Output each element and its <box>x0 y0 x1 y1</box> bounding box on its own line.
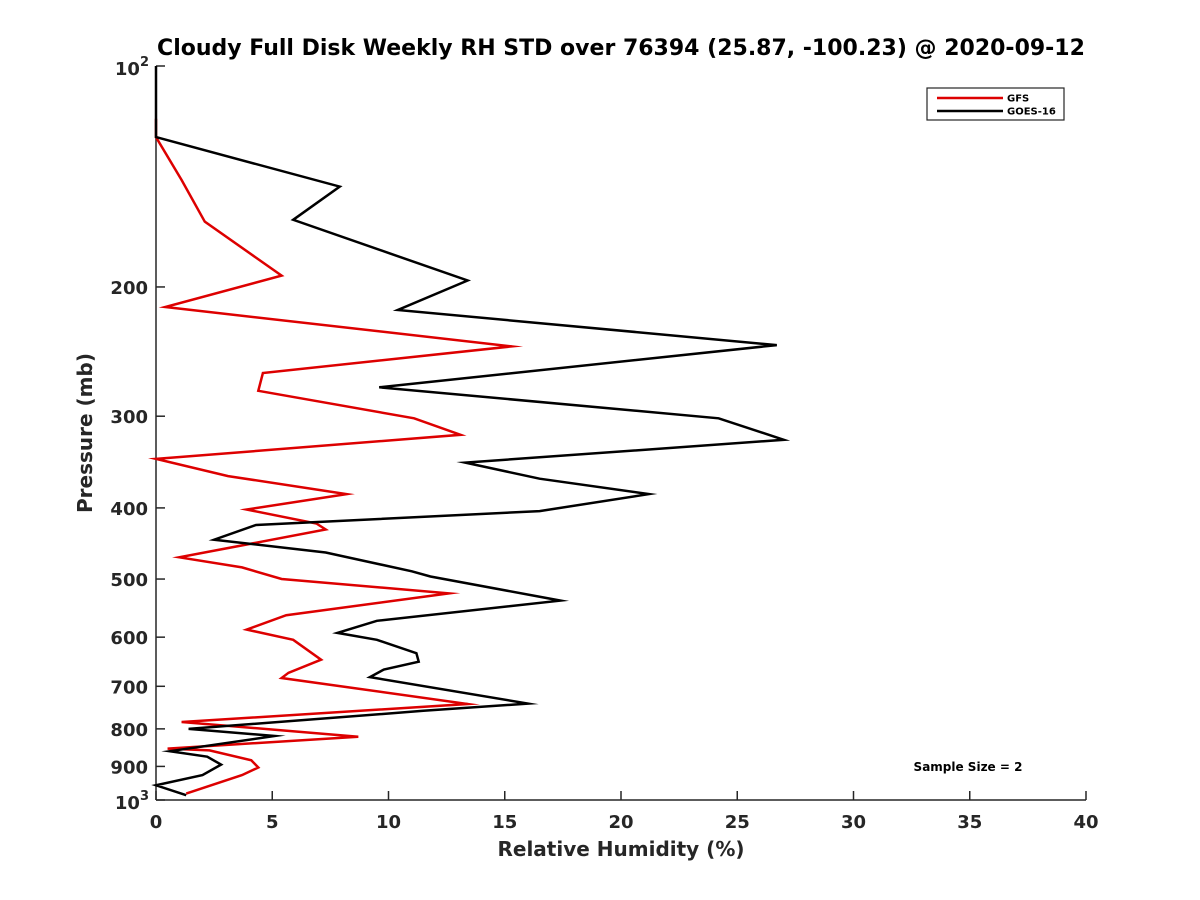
legend-label-goes16: GOES-16 <box>1007 107 1056 118</box>
y-tick-label-700: 700 <box>110 677 148 698</box>
sample-size-annotation: Sample Size = 2 <box>914 760 1023 774</box>
y-tick-label-1000: 103 <box>115 789 149 814</box>
y-tick-label-300: 300 <box>110 407 148 428</box>
series-group <box>148 66 791 797</box>
y-tick-label-100: 102 <box>115 55 149 80</box>
x-tick-label-35: 35 <box>957 812 982 833</box>
axes <box>155 66 1086 801</box>
y-axis-label: Pressure (mb) <box>73 353 97 513</box>
x-tick-label-25: 25 <box>725 812 750 833</box>
y-tick-label-400: 400 <box>110 499 148 520</box>
y-tick-label-900: 900 <box>110 757 148 778</box>
legend-label-gfs: GFS <box>1007 94 1029 105</box>
series-line-goes16 <box>151 66 791 797</box>
y-tick-label-600: 600 <box>110 628 148 649</box>
x-tick-label-20: 20 <box>608 812 633 833</box>
y-tick-label-800: 800 <box>110 720 148 741</box>
y-ticks: 200 300 400 500 600 700 800 900 <box>110 65 165 801</box>
chart-title: Cloudy Full Disk Weekly RH STD over 7639… <box>157 36 1085 61</box>
x-tick-label-10: 10 <box>376 812 401 833</box>
x-tick-label-15: 15 <box>492 812 517 833</box>
y-tick-label-500: 500 <box>110 570 148 591</box>
x-ticks: 0 5 10 15 20 25 30 35 40 <box>150 791 1099 833</box>
x-tick-label-0: 0 <box>150 812 163 833</box>
x-tick-label-5: 5 <box>266 812 279 833</box>
x-tick-label-40: 40 <box>1073 812 1098 833</box>
series-line-gfs <box>148 118 524 795</box>
legend: GFS GOES-16 <box>926 87 1065 121</box>
legend-box <box>926 87 1065 121</box>
x-tick-label-30: 30 <box>841 812 866 833</box>
x-axis-label: Relative Humidity (%) <box>497 837 744 861</box>
y-tick-label-200: 200 <box>110 278 148 299</box>
